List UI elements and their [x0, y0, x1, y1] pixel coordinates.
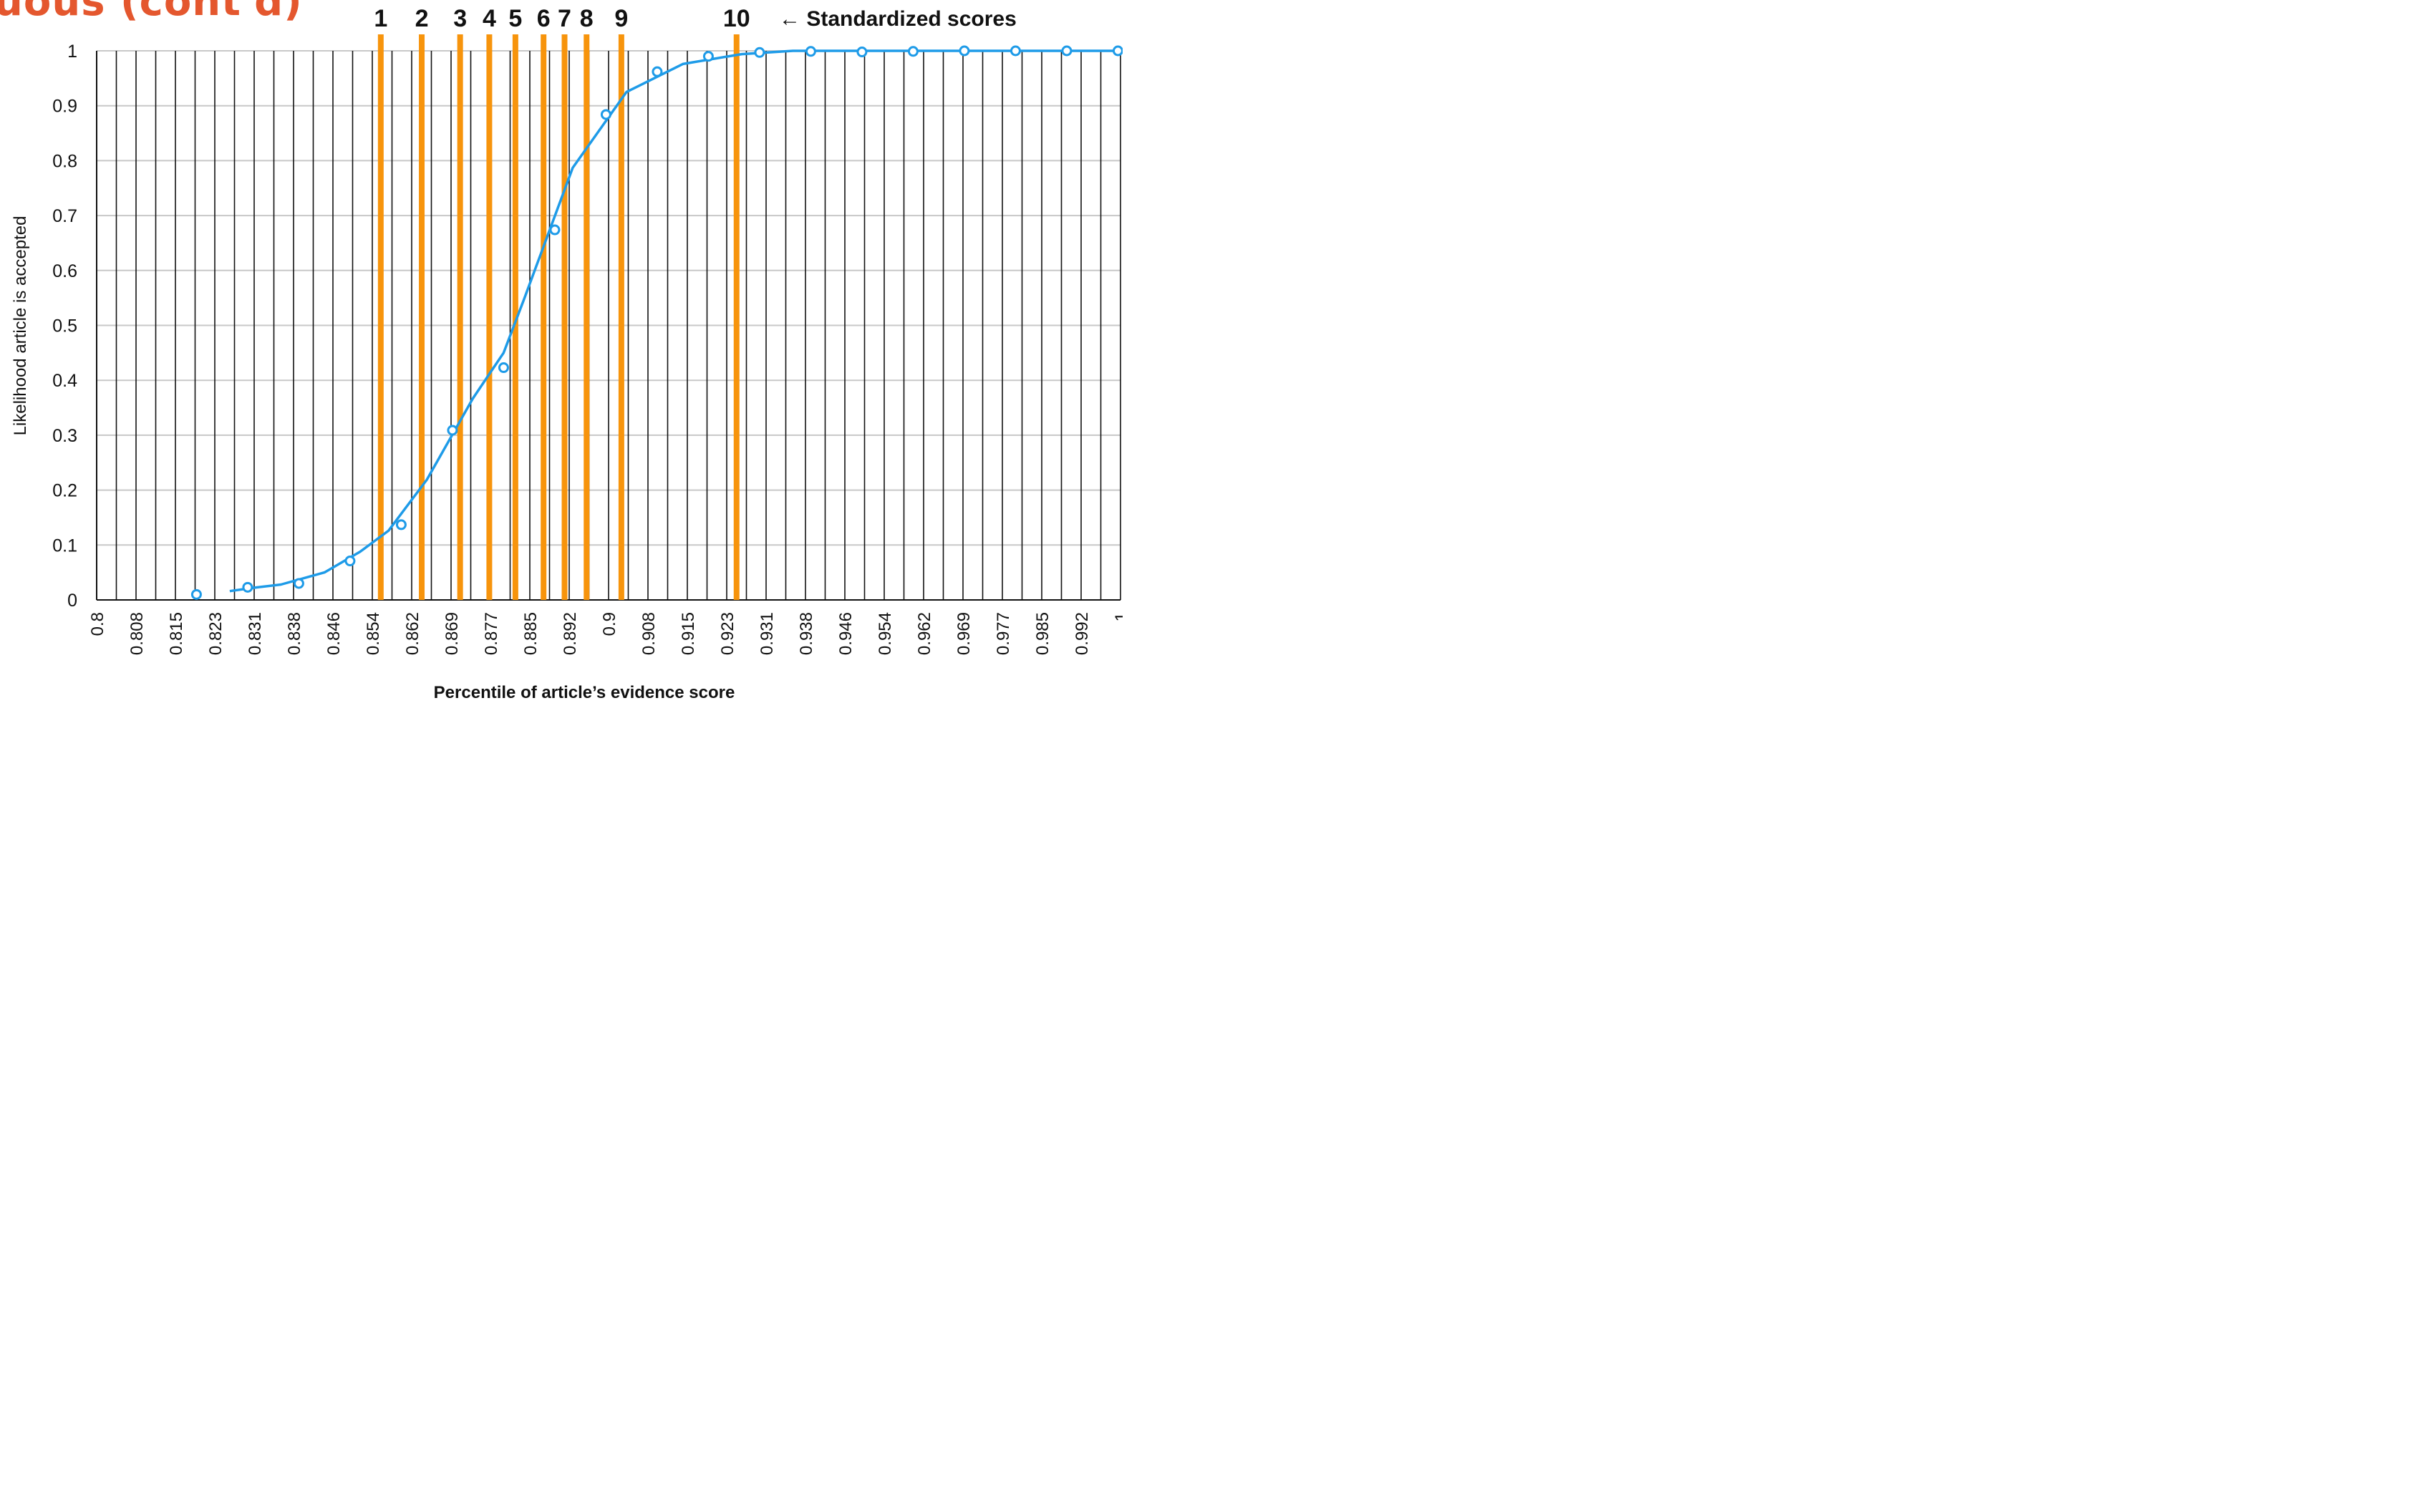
x-tick-label: 0.908: [639, 612, 659, 655]
y-tick-label: 0.4: [52, 371, 77, 391]
y-tick-label: 0: [67, 591, 77, 611]
y-axis-label: Likelihood article is accepted: [11, 216, 30, 436]
data-points: [190, 45, 1123, 600]
x-tick-label: 0.977: [994, 612, 1013, 655]
x-tick-label: 0.854: [364, 612, 383, 655]
chart: 0.8 0.808 0.815 0.823 0.831 0.838 0.846 0.854 0.…: [11, 5, 1123, 702]
x-tick-label: 0.954: [876, 612, 895, 655]
data-point: [1061, 45, 1073, 57]
x-tick-label: 0.946: [836, 612, 856, 655]
x-tick-label: 0.838: [285, 612, 304, 655]
score-label: 8: [580, 5, 594, 32]
y-tick-label: 0.8: [52, 151, 77, 171]
x-tick-label: 0.823: [206, 612, 226, 655]
chart-grid: [96, 50, 1121, 601]
data-point: [805, 46, 816, 57]
score-label: 9: [614, 5, 628, 32]
x-tick-label: 0.846: [324, 612, 344, 655]
x-tick-label: 0.877: [482, 612, 501, 655]
y-tick-label: 0.6: [52, 261, 77, 281]
x-tick-label: 0.938: [797, 612, 816, 655]
x-tick-labels: 0.8 0.808 0.815 0.823 0.831 0.838 0.846 0.854 0.…: [88, 612, 1123, 655]
data-point: [242, 581, 253, 593]
y-tick-label: 0.9: [52, 97, 77, 117]
x-tick-label: 0.815: [167, 612, 186, 655]
x-tick-label: 0.831: [246, 612, 265, 655]
x-tick-label: 0.9: [600, 612, 619, 636]
x-tick-label: 0.962: [915, 612, 934, 655]
x-tick-label: 0.969: [954, 612, 974, 655]
score-label: 1: [374, 5, 387, 32]
y-tick-label: 0.3: [52, 426, 77, 446]
score-label: 7: [558, 5, 571, 32]
chart-axes: [96, 51, 1121, 601]
x-tick-label: 0.923: [718, 612, 737, 655]
data-point: [395, 519, 407, 530]
data-point: [1010, 45, 1021, 57]
score-label: 10: [723, 5, 750, 32]
data-point: [498, 362, 509, 374]
standardized-score-lines: 1 2 3 4 5 6 7 8 9 10: [374, 5, 750, 600]
score-label: 3: [453, 5, 467, 32]
standardized-scores-annotation: ← Standardized scores: [779, 7, 1017, 31]
x-tick-label: 0.862: [403, 612, 422, 655]
data-point: [344, 556, 356, 567]
data-point: [856, 47, 868, 58]
y-tick-label: 1: [67, 42, 77, 62]
x-tick-label: 0.869: [442, 612, 462, 655]
data-point: [907, 46, 919, 57]
y-tick-labels: 0 0.1 0.2 0.3 0.4 0.5 0.6 0.7 0.8 0.9 1: [52, 42, 77, 611]
x-tick-label: 0.915: [679, 612, 698, 655]
data-point: [190, 588, 202, 600]
score-label: 5: [508, 5, 522, 32]
data-point: [652, 66, 663, 77]
x-tick-label: 0.808: [127, 612, 147, 655]
x-tick-label: 0.892: [561, 612, 580, 655]
x-tick-label: 0.8: [88, 612, 107, 636]
y-tick-label: 0.2: [52, 481, 77, 501]
x-tick-label: 0.931: [758, 612, 777, 655]
fitted-curve-line: [229, 49, 1113, 593]
score-label: 6: [537, 5, 551, 32]
y-tick-label: 0.1: [52, 536, 77, 556]
y-tick-label: 0.7: [52, 206, 77, 226]
x-tick-label: 0.885: [521, 612, 541, 655]
x-axis-label: Percentile of article’s evidence score: [434, 683, 735, 702]
data-point: [1112, 45, 1123, 57]
data-point: [959, 45, 970, 57]
data-point: [549, 224, 561, 236]
score-label: 2: [415, 5, 429, 32]
score-label: 4: [483, 5, 496, 32]
page-title: uous (cont'd): [0, 0, 303, 25]
fitted-curve: [229, 49, 1113, 593]
x-tick-label: 1: [1112, 612, 1123, 621]
y-tick-label: 0.5: [52, 316, 77, 336]
data-point: [293, 578, 304, 589]
data-point: [702, 51, 714, 62]
data-point: [600, 109, 611, 120]
data-point: [754, 47, 765, 58]
x-tick-label: 0.992: [1073, 612, 1092, 655]
data-point: [447, 425, 458, 436]
x-tick-label: 0.985: [1033, 612, 1052, 655]
